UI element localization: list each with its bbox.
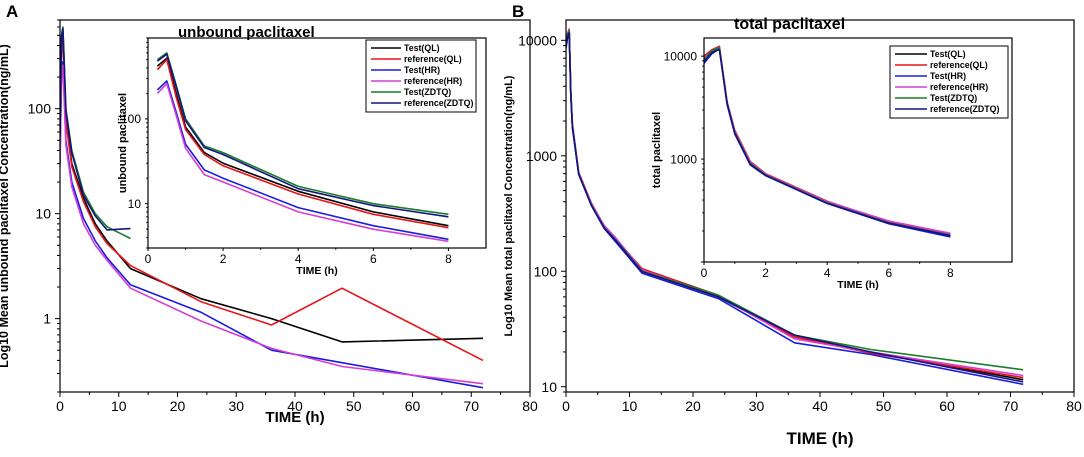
- x-tick-label: 6: [370, 252, 377, 266]
- x-tick-label: 4: [824, 266, 831, 280]
- legend-label: Test(ZDTQ): [404, 87, 451, 97]
- series-group: [566, 28, 1024, 386]
- legend: Test(QL)reference(QL)Test(HR)reference(H…: [889, 45, 1009, 119]
- legend-label: reference(HR): [930, 82, 988, 92]
- chart-B-inset: 0 2 4 6 8 1000 10000 TIME (h) total paclitaxel to…: [651, 16, 1013, 291]
- y-axis-label: total paclitaxel: [651, 112, 663, 188]
- y-tick-label: 10: [128, 197, 142, 211]
- x-tick-label: 6: [885, 266, 892, 280]
- series-group: [156, 52, 449, 243]
- legend-label: reference(QL): [404, 54, 462, 64]
- series-line-reference-zdtq-: [704, 48, 951, 237]
- legend-label: reference(ZDTQ): [404, 98, 473, 108]
- x-tick-label: 50: [876, 398, 892, 414]
- x-tick-label: 0: [562, 398, 570, 414]
- x-tick-label: 2: [220, 252, 227, 266]
- y-axis-label: unbound paclitaxel: [117, 93, 129, 193]
- y-tick-label: 10: [35, 206, 51, 222]
- legend-label: Test(HR): [404, 65, 440, 75]
- legend-label: reference(HR): [404, 76, 462, 86]
- chart-A-inset: 0 2 4 6 8 10 100 TIME (h) unbound paclitaxel unbo…: [117, 24, 487, 277]
- legend: Test(QL)reference(QL)Test(HR)reference(H…: [365, 39, 477, 113]
- y-tick-label: 1000: [526, 148, 557, 164]
- x-tick-label: 70: [1003, 398, 1019, 414]
- y-tick-label: 100: [121, 112, 141, 126]
- x-tick-label: 30: [228, 398, 244, 414]
- x-tick-label: 60: [405, 398, 421, 414]
- series-group: [704, 45, 951, 238]
- series-line-reference-hr-: [60, 64, 484, 385]
- x-tick-label: 20: [685, 398, 701, 414]
- chart-title: unbound paclitaxel: [178, 24, 315, 41]
- x-tick-label: 0: [701, 266, 708, 280]
- x-tick-label: 10: [622, 398, 638, 414]
- x-axis-label: TIME (h): [296, 265, 337, 277]
- series-line-reference-zdtq-: [566, 32, 1024, 383]
- series-line-test-hr-: [156, 80, 449, 241]
- x-tick-label: 70: [463, 398, 479, 414]
- y-tick-label: 10: [541, 379, 557, 395]
- chart-title: total paclitaxel: [734, 16, 845, 33]
- plot-frame: [147, 37, 487, 249]
- y-tick-label: 100: [534, 263, 558, 279]
- panel-a-label: A: [6, 2, 18, 21]
- series-line-reference-hr-: [156, 82, 449, 243]
- legend-box: [365, 39, 477, 113]
- series-line-reference-ql-: [156, 58, 449, 229]
- legend-label: reference(ZDTQ): [930, 104, 999, 114]
- legend-label: Test(QL): [930, 49, 966, 59]
- x-tick-label: 60: [939, 398, 955, 414]
- x-tick-label: 2: [762, 266, 769, 280]
- x-tick-label: 50: [346, 398, 362, 414]
- x-tick-label: 20: [170, 398, 186, 414]
- legend-label: Test(QL): [404, 43, 440, 53]
- x-tick-label: 80: [1066, 398, 1082, 414]
- x-axis-label: TIME (h): [265, 409, 324, 426]
- x-axis-label: TIME (h): [837, 279, 878, 291]
- series-group: [60, 26, 484, 389]
- x-tick-label: 30: [749, 398, 765, 414]
- x-tick-label: 40: [812, 398, 828, 414]
- x-tick-label: 80: [522, 398, 538, 414]
- series-line-reference-zdtq-: [156, 53, 449, 218]
- legend-label: Test(HR): [930, 71, 966, 81]
- legend-label: reference(QL): [930, 60, 988, 70]
- x-tick-label: 0: [56, 398, 64, 414]
- x-tick-label: 8: [947, 266, 954, 280]
- legend-box: [889, 45, 1009, 119]
- panel-b-label: B: [512, 2, 524, 21]
- x-tick-label: 10: [111, 398, 127, 414]
- x-axis-label: TIME (h): [786, 429, 853, 448]
- y-tick-label: 10000: [664, 49, 698, 63]
- x-tick-label: 8: [445, 252, 452, 266]
- x-tick-label: 4: [295, 252, 302, 266]
- y-tick-label: 100: [28, 101, 52, 117]
- legend-label: Test(ZDTQ): [930, 93, 977, 103]
- y-tick-label: 1: [43, 311, 51, 327]
- x-tick-label: 40: [287, 398, 303, 414]
- y-tick-label: 10000: [518, 32, 557, 48]
- x-tick-label: 0: [145, 252, 152, 266]
- series-line-reference-zdtq-: [60, 27, 131, 231]
- y-axis-label: Log10 Mean unbound paclitaxel Concentrat…: [0, 44, 11, 368]
- y-axis-label: Log10 Mean total paclitaxel Concentratio…: [503, 75, 515, 336]
- y-tick-label: 1000: [670, 152, 697, 166]
